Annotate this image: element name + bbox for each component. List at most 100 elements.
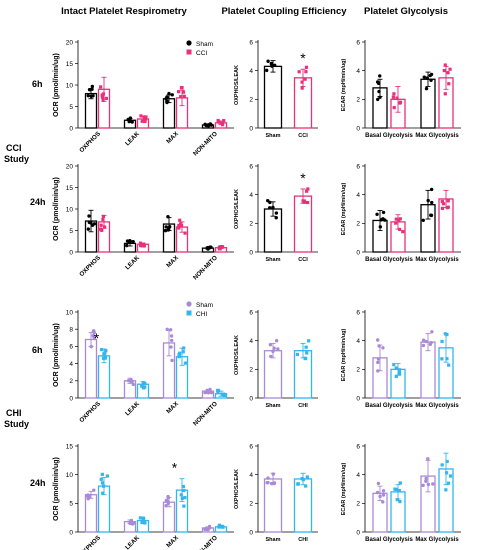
data-point <box>182 94 186 98</box>
bar <box>263 65 283 129</box>
y-tick-label: 15 <box>66 443 74 450</box>
y-tick-label: 0 <box>69 529 73 536</box>
y-axis-label: OXPHOS/LEAK <box>234 335 240 375</box>
data-point <box>304 70 308 74</box>
legend-cci-label: CCI <box>196 50 207 57</box>
data-point <box>164 504 168 508</box>
chart-chi-24h-resp: 0 5 10 15 OCR (pmol/min/ug) OXPHOS LEAK MAX NON-… <box>53 443 234 550</box>
data-point <box>138 241 143 245</box>
bar <box>293 478 313 533</box>
x-tick-label: Basal Glycolysis <box>365 403 413 409</box>
data-point <box>127 119 132 124</box>
data-point <box>177 226 181 230</box>
data-point <box>446 71 450 75</box>
legend-sham-label: Sham <box>196 302 213 309</box>
data-point <box>167 225 172 229</box>
data-point <box>101 356 106 360</box>
data-point <box>166 215 170 219</box>
data-point <box>443 63 447 67</box>
y-tick-label: 4 <box>356 472 360 479</box>
data-point <box>274 339 279 343</box>
data-point <box>430 200 434 205</box>
data-point <box>100 481 105 485</box>
data-point <box>86 227 91 231</box>
row-label-cci-24h: 24h <box>30 197 46 207</box>
y-tick-label: 2 <box>69 378 73 385</box>
y-tick-label: 4 <box>249 472 253 479</box>
data-point <box>445 459 449 464</box>
data-point <box>447 363 451 367</box>
data-point <box>398 217 402 221</box>
data-point <box>203 122 207 126</box>
data-point <box>104 96 108 100</box>
data-point <box>131 239 135 244</box>
data-point <box>272 346 276 350</box>
y-tick-label: 6 <box>249 309 253 316</box>
y-tick-label: 0 <box>356 529 360 536</box>
data-point <box>303 356 307 360</box>
data-point <box>421 338 426 342</box>
y-tick-label: 0 <box>356 125 360 132</box>
data-point <box>170 358 174 363</box>
data-point <box>440 357 444 361</box>
data-point <box>303 77 307 81</box>
data-point <box>381 346 385 350</box>
data-point <box>304 345 308 349</box>
x-tick-label: OXPHOS <box>78 254 102 278</box>
data-point <box>296 482 300 486</box>
data-point <box>143 117 148 121</box>
header-coupling: Platelet Coupling Efficiency <box>221 6 347 17</box>
data-point <box>165 327 169 332</box>
data-point <box>168 328 173 332</box>
legend-cci: Sham CCI <box>186 40 213 57</box>
data-point <box>92 488 96 492</box>
chart-cci-6h-coup: 0 2 4 6 OXPHOS/LEAK Sham CCI * <box>234 39 318 139</box>
data-point <box>103 351 107 355</box>
data-point <box>169 334 174 338</box>
data-point <box>182 488 186 493</box>
x-tick-label: Max Glycolysis <box>415 537 459 543</box>
data-point <box>90 223 95 227</box>
y-tick-label: 6 <box>249 443 253 450</box>
data-point <box>421 218 425 223</box>
data-point <box>376 357 381 361</box>
data-point <box>165 99 169 103</box>
data-point <box>140 384 144 388</box>
data-point <box>131 382 135 387</box>
y-tick-label: 4 <box>249 338 253 345</box>
data-point <box>424 339 428 344</box>
y-tick-label: 6 <box>356 443 360 450</box>
y-tick-label: 6 <box>249 39 253 46</box>
significance-star: * <box>172 460 178 476</box>
data-point <box>398 227 402 232</box>
data-point <box>266 480 270 485</box>
data-point <box>216 118 220 123</box>
data-point <box>264 68 269 73</box>
data-point <box>142 244 146 248</box>
data-point <box>429 340 433 345</box>
x-tick-label: Basal Glycolysis <box>365 133 413 139</box>
data-point <box>129 378 133 382</box>
data-point <box>268 343 273 347</box>
y-tick-label: 2 <box>356 367 360 374</box>
data-point <box>216 388 220 392</box>
data-point <box>392 363 396 367</box>
y-tick-label: 0 <box>69 125 73 132</box>
data-point <box>87 495 91 500</box>
y-axis-label: ECAR (mpH/min/ug) <box>341 183 347 236</box>
data-point <box>177 223 181 228</box>
chart-cci-24h-resp: 0 5 10 15 20 OCR (pmol/min/ug) OXPHOS LEAK MAX NO… <box>53 163 234 281</box>
chart-cci-6h-glyc: 0 2 4 6 ECAR (mpH/min/ug) Basal Glycolysis Max… <box>341 39 461 139</box>
data-point <box>179 493 183 497</box>
data-point <box>272 481 277 485</box>
data-point <box>401 230 405 234</box>
data-point <box>376 97 380 102</box>
data-point <box>100 228 104 232</box>
data-point <box>89 344 93 349</box>
row-label-chi-24h: 24h <box>30 478 46 488</box>
bar <box>84 494 98 533</box>
bar <box>263 478 283 533</box>
data-point <box>103 356 108 360</box>
data-point <box>422 75 426 79</box>
